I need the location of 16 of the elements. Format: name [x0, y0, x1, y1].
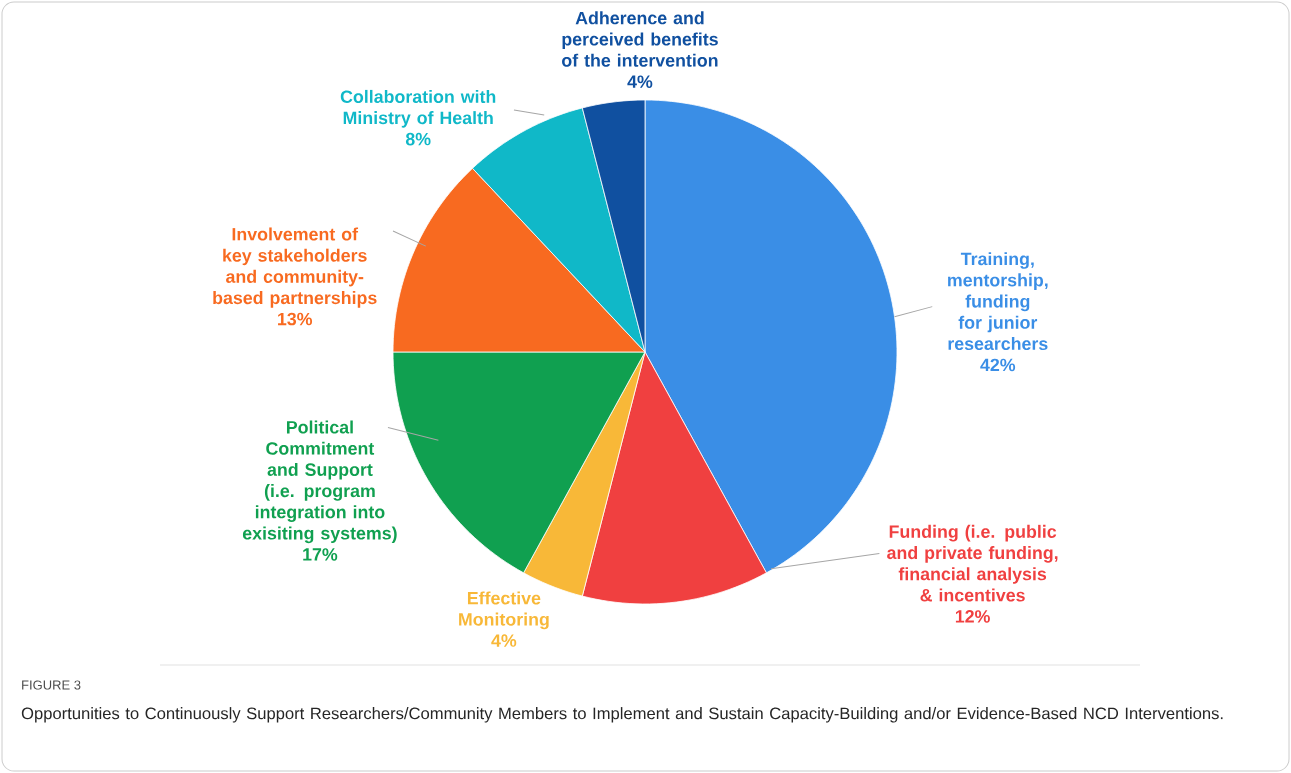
data-label: 8% — [405, 132, 431, 146]
slice-label: Funding (i.e. public and private funding, financial analysis & incentives — [887, 524, 1058, 602]
text: FIGURE 3 — [22, 680, 81, 690]
data-label: 13% — [278, 312, 313, 326]
slice-label: Training, mentorship, funding for junior researchers — [948, 252, 1048, 351]
text: Opportunities to Continuously Support Researchers/Community Members to Implement and Sustain Capacity-Building and/or Evidence-Based NCD Interventions. — [21, 707, 1223, 723]
slice-label: Political Commitment and Support (i.e. program integration into exisiting systems) — [242, 420, 397, 544]
slice-label: Collaboration with Ministry of Health — [340, 89, 496, 128]
data-label: 4% — [627, 75, 653, 88]
slice-label: Effective Monitoring — [459, 591, 549, 630]
slice-label: Involvement of key stakeholders and community-based partnerships — [213, 227, 377, 308]
data-label: 42% — [980, 358, 1016, 372]
slice-label: Adherence and perceived benefits of the intervention — [562, 11, 718, 67]
data-label: 17% — [303, 548, 338, 561]
data-label: 4% — [491, 634, 517, 647]
data-label: 12% — [955, 610, 990, 623]
